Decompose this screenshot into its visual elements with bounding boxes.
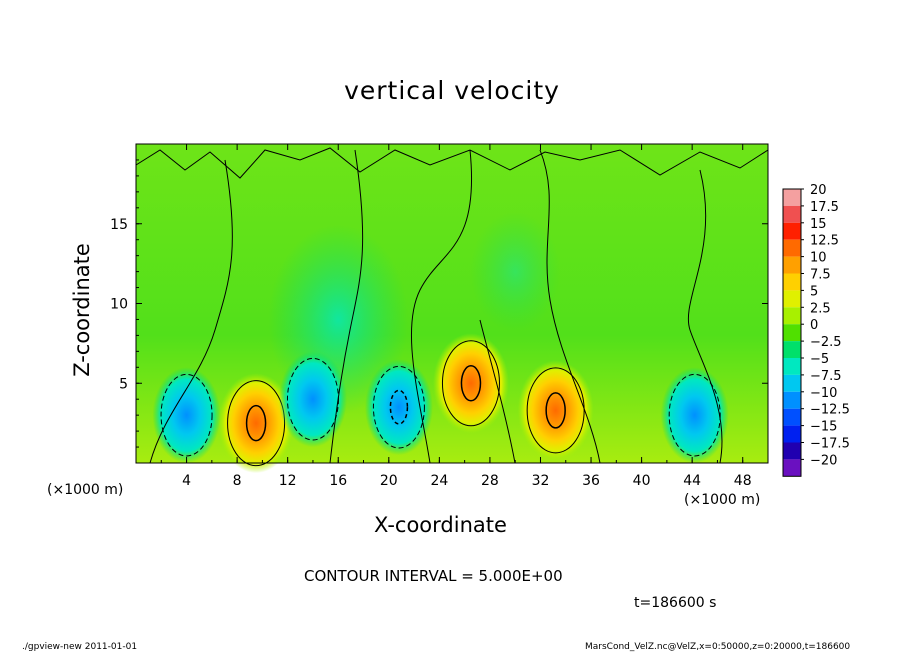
- footer-left: ./gpview-new 2011-01-01: [22, 642, 138, 652]
- x-tick-label: 40: [633, 473, 651, 489]
- colorbar-label: −12.5: [810, 403, 850, 418]
- colorbar-swatch: [783, 324, 801, 342]
- colorbar-swatch: [783, 374, 801, 392]
- downdraft-cell: [152, 367, 221, 464]
- x-tick-label: 16: [329, 473, 347, 489]
- contour-line: [545, 392, 566, 429]
- x-tick-label: 24: [430, 473, 448, 489]
- y-tick-label: 15: [110, 217, 128, 233]
- x-tick-label: 12: [279, 473, 297, 489]
- colorbar-label: −10: [810, 386, 837, 401]
- colorbar-label: −2.5: [810, 335, 842, 350]
- zero-contour: [149, 159, 233, 464]
- colorbar-label: 12.5: [810, 234, 839, 249]
- downdraft-cell: [660, 367, 729, 464]
- colorbar-label: −20: [810, 453, 837, 468]
- contour-line: [441, 340, 500, 427]
- x-tick-label: 44: [683, 473, 701, 489]
- colorbar-label: 5: [810, 284, 818, 299]
- x-tick-label: 8: [233, 473, 242, 489]
- colorbar-label: 10: [810, 251, 827, 266]
- upper-contour: [135, 147, 769, 179]
- contour-line: [372, 365, 425, 449]
- x-tick-label: 20: [380, 473, 398, 489]
- colorbar-label: −7.5: [810, 369, 842, 384]
- zero-contour: [410, 149, 472, 464]
- colorbar-label: 20: [810, 183, 827, 198]
- colorbar-label: 17.5: [810, 200, 839, 215]
- colorbar-swatch: [783, 205, 801, 223]
- colorbar-swatch: [783, 408, 801, 426]
- zero-contour: [329, 149, 364, 464]
- contour-line: [668, 373, 721, 457]
- colorbar-label: 7.5: [810, 268, 831, 283]
- colorbar-swatch: [783, 273, 801, 291]
- contour-line: [460, 365, 482, 402]
- colorbar-label: −15: [810, 420, 837, 435]
- time-label: t=186600 s: [634, 595, 717, 611]
- footer-right: MarsCond_VelZ.nc@VelZ,x=0:50000,z=0:2000…: [585, 642, 851, 652]
- downdraft-cell: [278, 351, 347, 448]
- x-tick-label: 28: [481, 473, 499, 489]
- downdraft-cell: [364, 359, 433, 456]
- contour-line: [389, 389, 409, 425]
- zero-contour: [479, 319, 516, 464]
- colorbar-swatch: [783, 189, 801, 206]
- colorbar-label: 15: [810, 217, 827, 232]
- colorbar-swatch: [783, 222, 801, 240]
- colorbar-swatch: [783, 290, 801, 308]
- colorbar-swatch: [783, 358, 801, 375]
- zero-contour: [539, 149, 601, 464]
- field-weak-downdraft: [470, 211, 561, 332]
- y-tick-label: 10: [110, 297, 128, 313]
- colorbar-label: 2.5: [810, 301, 831, 316]
- colorbar-swatch: [783, 459, 801, 477]
- contour-line: [526, 367, 585, 454]
- colorbar-swatch: [783, 391, 801, 409]
- y-tick-label: 5: [119, 376, 128, 392]
- contour-interval: CONTOUR INTERVAL = 5.000E+00: [304, 567, 563, 585]
- colorbar: 20 17.5 15 12.5 10 7.55 2.5 0 −2.5 −5 −7.5 −10 −12.5…: [782, 183, 850, 477]
- x-unit-label-right: (×1000 m): [684, 492, 761, 508]
- contour-line: [160, 373, 213, 457]
- zero-contour: [687, 169, 723, 464]
- y-axis-label: Z-coordinate: [70, 243, 94, 377]
- contour-line: [245, 404, 267, 442]
- x-tick-label: 4: [182, 473, 191, 489]
- colorbar-swatch: [783, 256, 801, 274]
- x-unit-label: (×1000 m): [47, 482, 124, 498]
- x-tick-label: 48: [734, 473, 752, 489]
- x-tick-label: 36: [582, 473, 600, 489]
- x-axis-label: X-coordinate: [374, 513, 507, 537]
- chart-title: vertical velocity: [344, 76, 560, 105]
- updraft-cell: [517, 360, 594, 461]
- colorbar-label: −17.5: [810, 437, 850, 452]
- updraft-cell: [432, 333, 509, 434]
- colorbar-label: 0: [810, 318, 818, 333]
- colorbar-swatch: [783, 442, 801, 460]
- plot-area: [135, 144, 769, 474]
- updraft-cell: [218, 373, 295, 474]
- colorbar-swatch: [783, 239, 801, 257]
- x-tick-label: 32: [532, 473, 550, 489]
- colorbar-swatch: [783, 425, 801, 443]
- colorbar-frame: [782, 188, 802, 477]
- colorbar-label: −5: [810, 352, 829, 367]
- colorbar-swatch: [783, 307, 801, 325]
- colorbar-swatch: [783, 341, 801, 358]
